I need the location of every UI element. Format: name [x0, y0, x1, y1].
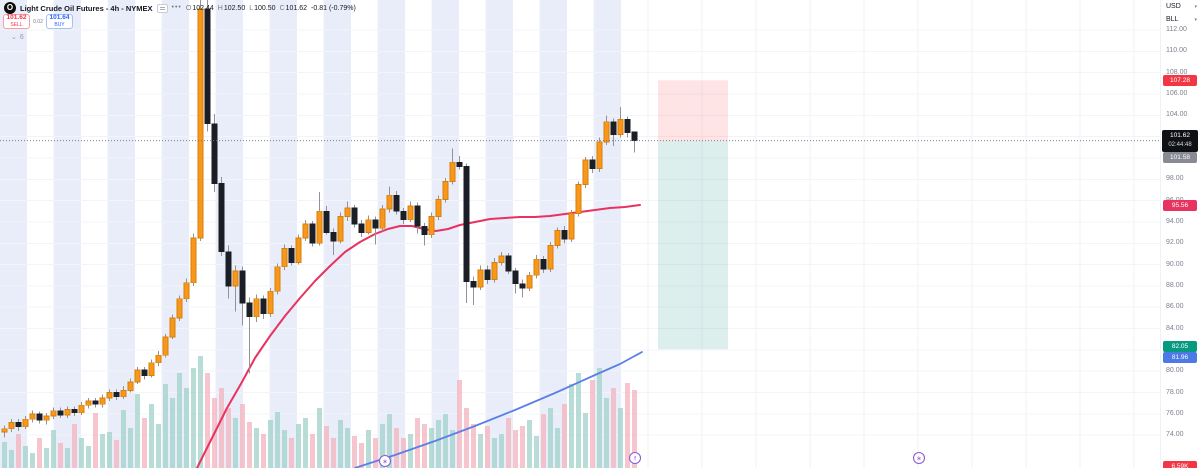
more-options-icon[interactable]: ••• [171, 4, 182, 11]
price-chart-canvas[interactable]: ∗ f ∗ [0, 0, 1160, 468]
low-label: L [249, 4, 254, 12]
open-label: O [185, 4, 192, 12]
trade-buttons: 101.62 SELL 0.02 101.64 BUY [3, 14, 73, 29]
spread-value: 0.02 [33, 18, 43, 25]
high-value: 102.50 [223, 4, 246, 12]
price-tick-label: 86.00 [1166, 303, 1184, 311]
stop-loss-price-badge: 107.28 [1163, 75, 1197, 86]
price-tick-label: 84.00 [1166, 324, 1184, 332]
price-tick-label: 110.00 [1166, 47, 1187, 55]
price-tick-label: 108.00 [1166, 68, 1188, 76]
price-tick-label: 74.00 [1166, 431, 1184, 439]
sell-button[interactable]: 101.62 SELL [3, 14, 30, 29]
price-tick-label: 88.00 [1166, 281, 1184, 289]
ma-slow-line [354, 351, 643, 468]
price-tick-label: 90.00 [1166, 260, 1184, 268]
sell-price: 101.62 [6, 14, 27, 22]
candlestick-series [1, 0, 638, 438]
buy-label: BUY [54, 21, 65, 28]
symbol-title[interactable]: Light Crude Oil Futures - 4h - NYMEX [20, 3, 153, 13]
timeline-event-marker[interactable]: ∗ [912, 451, 926, 465]
buy-price: 101.64 [49, 14, 70, 22]
price-tick-label: 112.00 [1166, 26, 1187, 33]
price-tick-label: 106.00 [1166, 89, 1188, 97]
currency-label: USD [1166, 3, 1181, 10]
timeline-event-marker[interactable]: ∗ [378, 454, 392, 468]
bar-countdown: 02:44:48 [1168, 142, 1192, 148]
high-label: H [217, 4, 223, 12]
price-tick-label: 92.00 [1166, 239, 1184, 247]
last-price-value: 101.62 [1170, 132, 1190, 139]
svg-text:f: f [634, 455, 636, 462]
sell-label: SELL [10, 21, 23, 28]
take-profit-price-badge: 82.05 [1163, 341, 1197, 352]
price-tick-label: 98.00 [1166, 175, 1184, 183]
hidden-indicator-count: 6 [19, 33, 24, 41]
timeline-event-marker[interactable]: f [628, 451, 642, 465]
svg-text:∗: ∗ [382, 458, 387, 465]
price-tick-label: 94.00 [1166, 217, 1184, 225]
symbol-logo-icon[interactable]: O [4, 2, 16, 14]
volume-value-badge: 6.59K [1163, 461, 1197, 468]
price-tick-label: 80.00 [1166, 367, 1184, 375]
price-tick-label: 78.00 [1166, 388, 1184, 396]
currency-selector[interactable]: USD ▾ [1161, 0, 1200, 13]
caret-down-icon: ▾ [1194, 3, 1197, 10]
open-value: 102.44 [192, 4, 214, 12]
svg-text:∗: ∗ [916, 455, 921, 462]
caret-down-icon: ▾ [1194, 16, 1197, 23]
price-tick-label: 76.00 [1166, 409, 1184, 417]
change-value: -0.81 (-0.79%) [311, 4, 356, 12]
ma-slow-value-badge: 81.96 [1163, 352, 1197, 363]
close-label: C [279, 4, 285, 12]
legend-detail-icon[interactable] [156, 3, 168, 13]
ohlc-values: O 102.44 H 102.50 L 100.50 C 101.62 -0.81 (-… [186, 5, 356, 12]
volume-bars [2, 356, 637, 468]
last-price-badge: 101.62 02:44:48 [1162, 130, 1198, 152]
short-position-tool[interactable] [658, 80, 728, 350]
unit-selector[interactable]: BLL ▾ [1161, 13, 1200, 26]
unit-label: BLL [1166, 16, 1179, 23]
buy-button[interactable]: 101.64 BUY [46, 14, 73, 29]
chevron-down-icon: ⌄ [11, 34, 17, 41]
ma-fast-value-badge: 95.56 [1163, 200, 1197, 211]
close-value: 101.62 [285, 4, 308, 12]
chart-legend: O Light Crude Oil Futures - 4h - NYMEX •… [4, 2, 356, 14]
price-axis[interactable]: USD ▾ BLL ▾ 112.00 110.00 108.00 106.00 104.… [1160, 0, 1200, 468]
collapsed-indicators-toggle[interactable]: ⌄ 6 [11, 33, 24, 42]
price-tick-label: 104.00 [1166, 111, 1188, 119]
low-value: 100.50 [254, 4, 276, 12]
entry-price-badge: 101.58 [1163, 152, 1197, 163]
